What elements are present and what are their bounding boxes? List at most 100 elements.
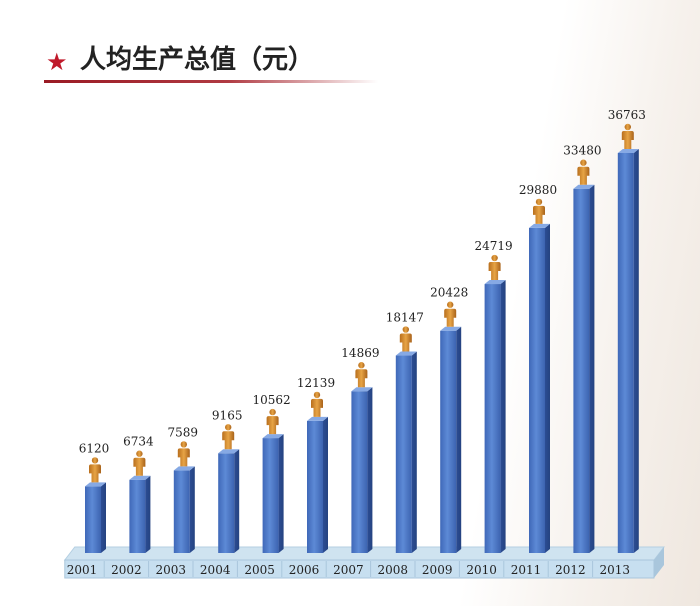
bar-front xyxy=(440,330,457,553)
bar-2003 xyxy=(173,441,195,553)
bar-side xyxy=(101,482,106,553)
bar-2006 xyxy=(307,391,328,553)
bar-top xyxy=(484,280,506,285)
year-label: 2010 xyxy=(466,563,497,577)
year-label: 2004 xyxy=(200,563,231,577)
value-label: 12139 xyxy=(297,376,335,390)
year-label: 2005 xyxy=(244,563,275,577)
bar-top xyxy=(573,184,595,189)
bar-2012 xyxy=(573,159,595,553)
bar-2007 xyxy=(351,362,373,553)
person-figure-icon xyxy=(399,326,412,352)
bar-top xyxy=(529,223,550,228)
year-label: 2001 xyxy=(67,563,98,577)
year-label: 2006 xyxy=(289,563,320,577)
bar-side xyxy=(411,351,417,553)
value-label: 18147 xyxy=(386,311,424,325)
bar-side xyxy=(500,280,506,553)
bar-2002 xyxy=(129,450,151,553)
value-labels: 6120 6734 7589 9165 10562 12139 14869 18147 2042… xyxy=(79,108,646,455)
bar-top xyxy=(129,475,151,480)
year-label: 2007 xyxy=(333,563,364,577)
bar-front xyxy=(484,284,501,553)
value-label: 20428 xyxy=(430,286,468,300)
bar-side xyxy=(145,475,151,553)
person-figure-icon xyxy=(355,362,368,388)
star-icon: ★ xyxy=(46,48,68,76)
person-figure-icon xyxy=(533,198,545,224)
bar-2010 xyxy=(484,254,506,553)
bar-front xyxy=(218,453,235,553)
year-label: 2008 xyxy=(378,563,409,577)
bars xyxy=(85,123,639,554)
bar-front xyxy=(529,227,545,554)
person-figure-icon xyxy=(488,254,501,281)
bar-2005 xyxy=(262,408,284,553)
value-label: 29880 xyxy=(519,183,557,197)
person-figure-icon xyxy=(89,457,101,483)
chart-title: 人均生产总值（元） xyxy=(80,45,315,75)
year-label: 2009 xyxy=(422,563,453,577)
bar-front xyxy=(85,486,101,553)
bar-front xyxy=(262,438,279,553)
bar-2001 xyxy=(85,457,106,553)
person-figure-icon xyxy=(133,450,146,476)
title-underline xyxy=(44,80,378,83)
bar-top xyxy=(617,149,639,153)
bar-front xyxy=(351,391,368,553)
person-figure-icon xyxy=(266,408,279,435)
value-label: 6120 xyxy=(79,441,110,455)
base-platform-side xyxy=(654,547,664,578)
value-label: 6734 xyxy=(123,435,154,449)
bar-2004 xyxy=(218,424,240,553)
person-figure-icon xyxy=(177,441,190,467)
bar-front xyxy=(395,355,412,553)
bar-front xyxy=(617,153,634,553)
year-label: 2002 xyxy=(111,563,142,577)
person-figure-icon xyxy=(444,301,457,327)
year-label: 2012 xyxy=(555,563,586,577)
bar-top xyxy=(440,326,462,331)
bar-side xyxy=(234,449,240,553)
bar-side xyxy=(367,387,373,553)
bar-side xyxy=(545,223,550,554)
bar-side xyxy=(189,466,195,553)
year-label: 2011 xyxy=(511,563,542,577)
value-label: 10562 xyxy=(253,393,291,407)
value-label: 24719 xyxy=(475,239,513,253)
bar-top xyxy=(395,351,417,356)
bar-top xyxy=(85,482,106,487)
bar-2008 xyxy=(395,326,417,553)
bar-side xyxy=(323,416,328,553)
bar-top xyxy=(351,387,373,392)
person-figure-icon xyxy=(222,424,235,450)
person-figure-icon xyxy=(577,159,590,185)
bar-2009 xyxy=(440,301,462,553)
chart-base xyxy=(63,546,666,579)
bar-front xyxy=(307,420,323,553)
year-label: 2013 xyxy=(600,563,631,577)
value-label: 9165 xyxy=(212,408,243,422)
bar-side xyxy=(456,326,462,553)
bar-side xyxy=(633,149,639,553)
value-label: 14869 xyxy=(341,346,379,360)
bar-front xyxy=(573,188,590,553)
person-figure-icon xyxy=(311,391,323,417)
bar-top xyxy=(173,466,195,471)
chart-header: ★ 人均生产总值（元） xyxy=(44,40,378,84)
value-label: 33480 xyxy=(563,144,601,158)
bar-side xyxy=(278,434,284,553)
value-label: 7589 xyxy=(168,425,199,439)
bar-top xyxy=(262,434,284,439)
bar-2011 xyxy=(529,198,550,554)
bar-top xyxy=(218,449,240,454)
year-label: 2003 xyxy=(156,563,187,577)
person-figure-icon xyxy=(621,123,634,149)
bar-front xyxy=(173,470,190,553)
bar-front xyxy=(129,479,146,553)
bar-top xyxy=(307,416,328,421)
value-label: 36763 xyxy=(608,108,646,122)
bar-side xyxy=(589,184,595,553)
year-labels: 2001 2002 2003 2004 2005 2006 2007 2008 2009 2010… xyxy=(67,561,630,577)
